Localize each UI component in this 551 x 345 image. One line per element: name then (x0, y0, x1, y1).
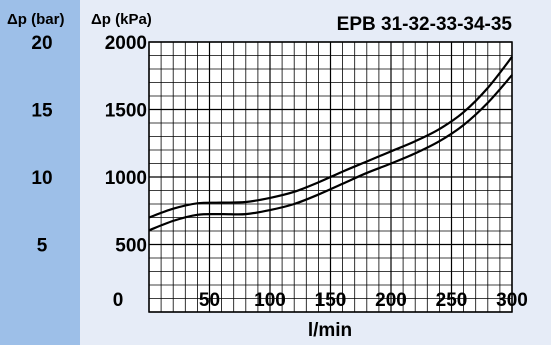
y-tick-label: 1000 (105, 168, 147, 189)
y2-tick-label: 15 (31, 101, 53, 122)
x-tick-label: 300 (496, 290, 528, 311)
y-tick-label: 500 (115, 236, 147, 257)
bar-scale-band (0, 0, 80, 345)
y-axis-label: Δp (kPa) (91, 11, 152, 28)
series-line-2 (148, 74, 513, 232)
x-tick-label: 100 (254, 290, 286, 311)
x-tick-label: 250 (436, 290, 468, 311)
y2-tick-label: 20 (31, 33, 52, 54)
series-layer (148, 56, 513, 232)
chart-title: EPB 31-32-33-34-35 (337, 14, 513, 35)
labels-layer: 0 50 100 150 200 250 300 500 1000 1500 2000 5 10 15 20 (31, 33, 527, 311)
x-tick-label: 0 (113, 290, 124, 311)
y-tick-label: 2000 (105, 33, 147, 54)
y2-tick-label: 5 (37, 236, 48, 257)
y-tick-label: 1500 (105, 101, 147, 122)
x-tick-label: 200 (375, 290, 407, 311)
x-tick-label: 50 (199, 290, 220, 311)
x-axis-label: l/min (308, 320, 352, 341)
plot-border (148, 41, 513, 313)
y2-axis-label: Δp (bar) (7, 11, 64, 28)
x-tick-label: 150 (315, 290, 347, 311)
y2-tick-label: 10 (31, 168, 52, 189)
series-line-1 (148, 56, 513, 219)
grid (148, 41, 513, 313)
